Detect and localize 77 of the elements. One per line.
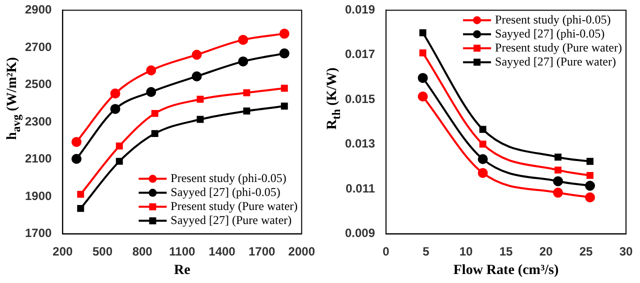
- point: [478, 154, 488, 164]
- y-tick-label: 0.011: [346, 181, 376, 196]
- point: [280, 102, 288, 110]
- point: [243, 108, 250, 114]
- y-tick-label: 2300: [24, 114, 52, 128]
- point: [586, 158, 594, 165]
- y-tick-label: 1900: [24, 188, 52, 203]
- y-tick-label: 2900: [24, 2, 52, 17]
- legend-label: Present study (Pure water): [170, 198, 298, 213]
- point: [146, 65, 156, 76]
- x-tick-label: 1700: [248, 244, 276, 258]
- y-tick-label: 2700: [24, 40, 52, 54]
- point: [238, 56, 248, 66]
- point: [553, 188, 564, 198]
- x-tick-label: 15: [499, 244, 514, 258]
- x-tick-label: 1100: [169, 244, 196, 258]
- x-tick-label: 0: [382, 244, 390, 258]
- x-tick-label: 200: [52, 244, 74, 258]
- point: [585, 180, 596, 191]
- point: [418, 72, 428, 83]
- point: [196, 116, 204, 123]
- x-tick-label: 500: [92, 244, 113, 258]
- legend-label: Present study (phi-0.05): [170, 170, 286, 185]
- point: [243, 89, 250, 96]
- point: [192, 50, 202, 60]
- y-tick-label: 2500: [24, 77, 52, 92]
- point: [419, 29, 426, 36]
- legend-label: Present study (Pure water): [495, 40, 622, 54]
- point: [479, 126, 486, 133]
- point: [478, 168, 488, 178]
- point: [116, 158, 123, 165]
- y-tick-label: 2100: [24, 152, 52, 166]
- x-tick-label: 2000: [288, 244, 316, 258]
- x-tick-label: 10: [459, 244, 474, 258]
- x-tick-label: 25: [579, 244, 593, 258]
- point: [280, 84, 288, 92]
- y-tick-label: 0.019: [345, 2, 376, 17]
- legend-label: Sayyed [27] (phi-0.05): [495, 26, 605, 40]
- point: [72, 154, 82, 164]
- point: [238, 34, 248, 45]
- point: [586, 172, 594, 179]
- legend-label: Sayyed [27] (Pure water): [170, 212, 292, 227]
- point: [77, 190, 84, 198]
- x-axis-title: Flow Rate (cm³/s): [453, 263, 559, 278]
- y-tick-label: 1700: [24, 226, 52, 240]
- point: [479, 140, 486, 148]
- point: [279, 48, 290, 58]
- point: [151, 130, 158, 138]
- y-tick-label: 0.017: [345, 47, 376, 62]
- point: [146, 87, 156, 97]
- point: [585, 192, 596, 202]
- x-tick-label: 20: [539, 244, 554, 258]
- x-tick-label: 800: [132, 244, 153, 258]
- legend-label: Sayyed [27] (phi-0.05): [170, 184, 280, 199]
- y-tick-label: 0.015: [345, 92, 376, 106]
- legend-label: Sayyed [27] (Pure water): [495, 54, 616, 68]
- point: [116, 142, 123, 150]
- x-tick-label: 5: [422, 244, 430, 258]
- point: [419, 49, 426, 56]
- point: [196, 96, 204, 103]
- y-tick-label: 0.009: [345, 226, 376, 240]
- x-tick-label: 1400: [208, 244, 236, 258]
- x-axis-title: Re: [174, 263, 190, 278]
- legend-label: Present study (phi-0.05): [495, 12, 611, 26]
- y-tick-label: 0.013: [345, 136, 376, 151]
- point: [151, 110, 158, 117]
- point: [110, 88, 120, 98]
- point: [554, 154, 562, 161]
- point: [418, 92, 428, 102]
- point: [554, 166, 562, 174]
- x-tick-label: 30: [619, 244, 633, 258]
- point: [192, 71, 202, 82]
- point: [279, 28, 290, 39]
- point: [72, 136, 82, 147]
- point: [553, 176, 564, 186]
- point: [77, 204, 84, 212]
- point: [110, 104, 120, 114]
